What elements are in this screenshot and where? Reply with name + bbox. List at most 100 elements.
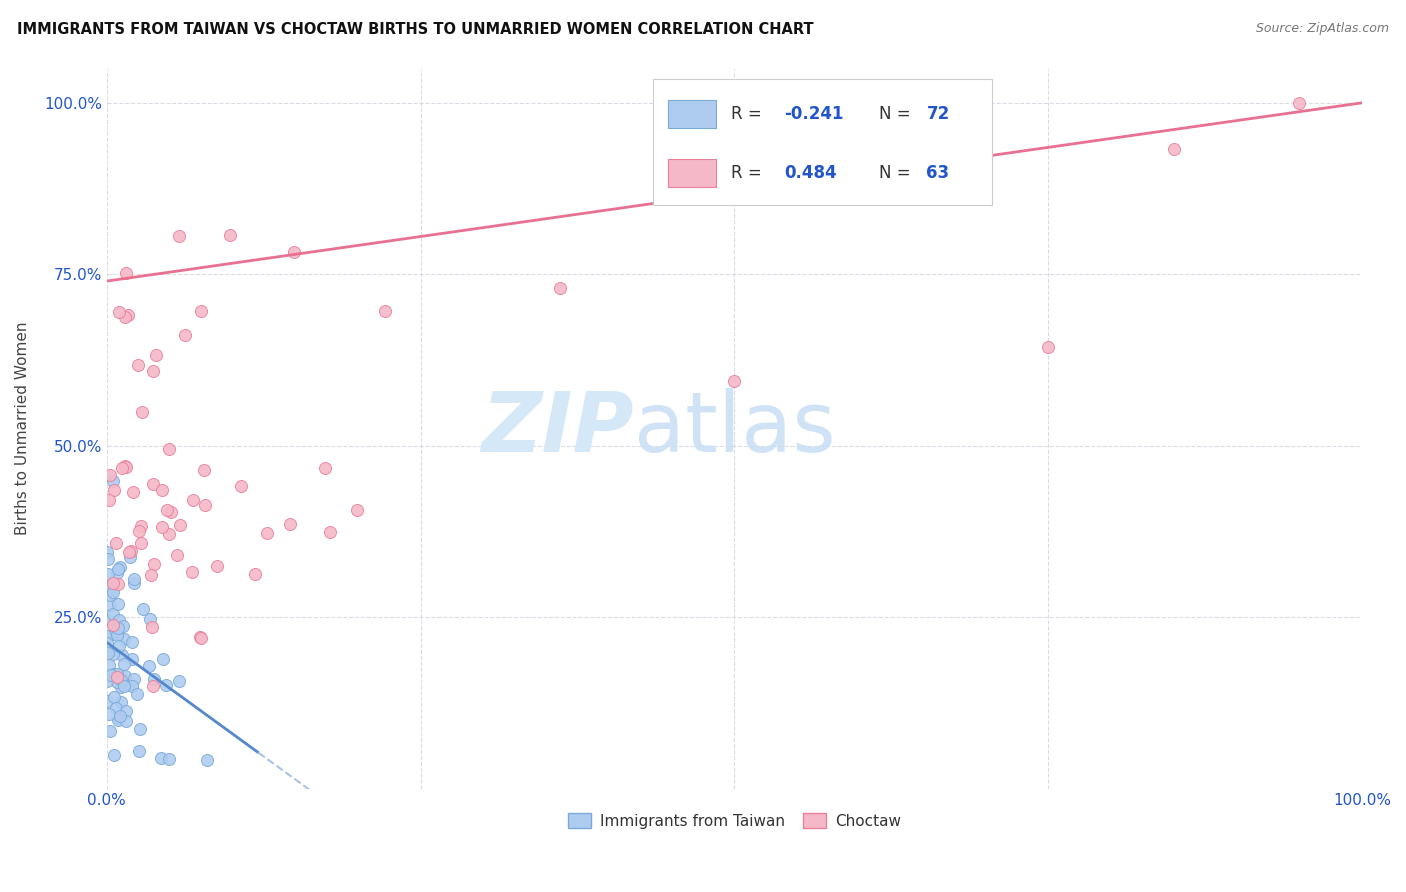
Point (193, 463, 215, 477)
Point (111, 461, 134, 475)
Point (117, 308, 139, 322)
Point (107, 597, 129, 611)
Point (112, 679, 135, 693)
Point (104, 701, 127, 715)
Point (122, 672, 145, 686)
Point (100, 588, 122, 602)
Point (105, 535, 128, 549)
Point (114, 310, 136, 325)
Point (139, 612, 162, 626)
Point (96, 613, 118, 627)
Point (142, 364, 165, 378)
Point (107, 639, 129, 653)
Point (103, 667, 125, 681)
Point (108, 708, 131, 723)
Text: Source: ZipAtlas.com: Source: ZipAtlas.com (1256, 22, 1389, 36)
Point (169, 517, 191, 532)
Point (103, 475, 125, 489)
Point (105, 675, 128, 690)
Point (181, 565, 204, 579)
Point (723, 374, 745, 388)
Point (107, 711, 129, 725)
FancyBboxPatch shape (652, 79, 991, 205)
Point (156, 502, 179, 516)
Point (110, 673, 132, 687)
Point (150, 520, 173, 534)
Text: atlas: atlas (634, 388, 835, 469)
Point (103, 575, 125, 590)
Point (96, 636, 118, 650)
Point (122, 485, 145, 500)
Point (181, 492, 204, 507)
Point (190, 631, 212, 645)
Text: IMMIGRANTS FROM TAIWAN VS CHOCTAW BIRTHS TO UNMARRIED WOMEN CORRELATION CHART: IMMIGRANTS FROM TAIWAN VS CHOCTAW BIRTHS… (17, 22, 814, 37)
Point (115, 714, 138, 728)
Point (188, 630, 211, 644)
Point (103, 748, 125, 763)
Text: 0.484: 0.484 (785, 164, 837, 182)
Point (243, 566, 266, 581)
Point (105, 670, 128, 684)
Point (127, 687, 149, 701)
Point (120, 544, 142, 558)
Point (108, 560, 131, 574)
Point (205, 558, 228, 573)
Point (159, 505, 181, 519)
Point (100, 668, 122, 682)
Point (122, 573, 145, 587)
Text: R =: R = (731, 164, 766, 182)
Point (101, 607, 124, 621)
Point (97, 552, 120, 566)
Point (98, 467, 121, 482)
Point (141, 568, 163, 582)
Point (107, 576, 129, 591)
Point (114, 669, 136, 683)
Point (141, 477, 163, 491)
Point (101, 584, 124, 599)
Point (283, 244, 305, 259)
Text: ZIP: ZIP (481, 388, 634, 469)
Point (1163, 143, 1185, 157)
Point (98, 598, 121, 612)
Point (128, 722, 150, 736)
Point (145, 348, 167, 362)
Point (114, 266, 136, 280)
Y-axis label: Births to Unmarried Women: Births to Unmarried Women (15, 322, 30, 535)
Point (374, 304, 396, 318)
Point (152, 652, 174, 666)
Point (1288, 95, 1310, 110)
Text: -0.241: -0.241 (785, 105, 844, 123)
Point (112, 657, 135, 671)
Point (167, 674, 190, 689)
Point (1038, 340, 1060, 354)
Text: 63: 63 (927, 164, 949, 182)
Legend: Immigrants from Taiwan, Choctaw: Immigrants from Taiwan, Choctaw (561, 806, 907, 835)
Point (314, 461, 336, 475)
Point (142, 679, 165, 693)
Point (98, 581, 121, 595)
Point (110, 680, 132, 694)
Point (97, 646, 120, 660)
Point (318, 524, 340, 539)
Point (114, 458, 136, 473)
Point (121, 635, 143, 649)
Point (103, 690, 125, 705)
Point (550, 281, 572, 295)
Point (98, 658, 121, 673)
Point (115, 459, 138, 474)
Point (190, 303, 212, 318)
FancyBboxPatch shape (668, 160, 716, 186)
Point (122, 576, 145, 591)
Point (150, 751, 173, 765)
Point (173, 328, 195, 343)
Point (105, 624, 128, 638)
Point (157, 752, 180, 766)
Point (346, 502, 368, 516)
Point (98, 723, 121, 738)
Point (218, 227, 240, 242)
Point (121, 679, 143, 693)
Point (132, 602, 155, 616)
Point (103, 483, 125, 498)
Point (121, 652, 143, 666)
Point (128, 524, 150, 538)
